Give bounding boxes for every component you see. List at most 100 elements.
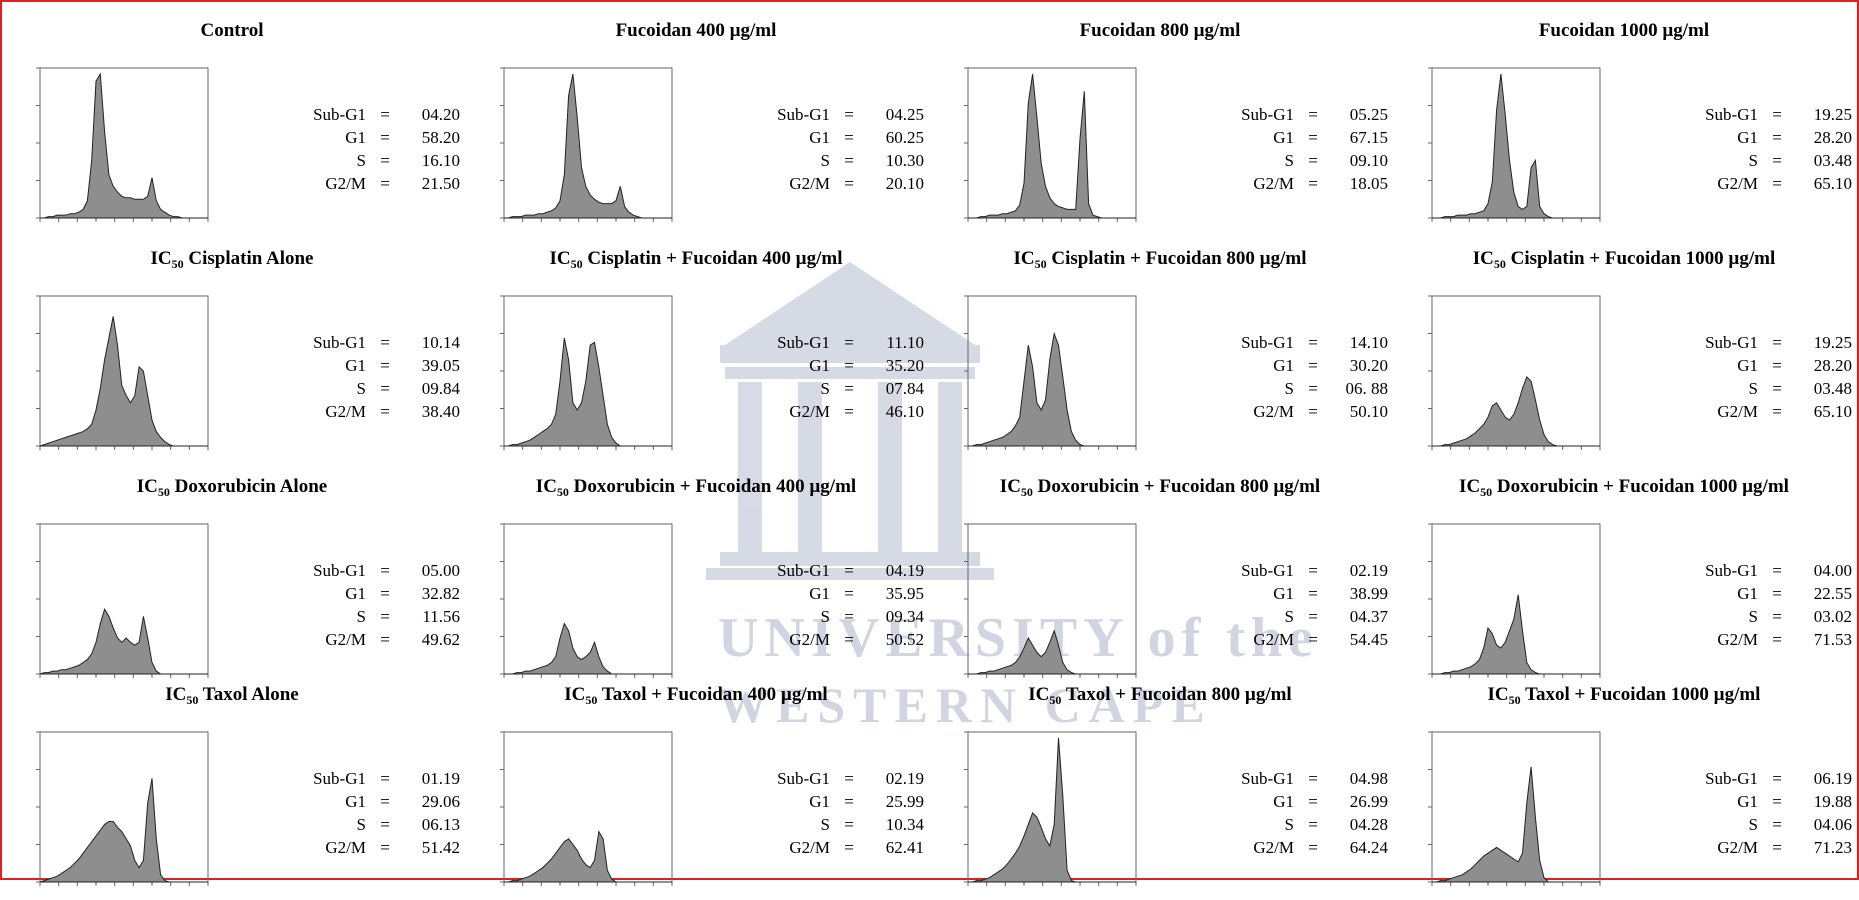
equals-sign: = xyxy=(380,769,390,788)
stat-value: 06.13 xyxy=(421,815,460,834)
stat-row: G1 = 29.06 xyxy=(280,790,460,813)
panel-title-subscript: 50 xyxy=(171,257,184,271)
stat-value: 35.20 xyxy=(885,356,924,375)
stat-value: 14.10 xyxy=(1349,333,1388,352)
stat-value: 04.20 xyxy=(421,105,460,124)
stat-row: G2/M = 50.52 xyxy=(744,628,924,651)
cell-cycle-stats: Sub-G1 = 04.00 G1 = 22.55 S = 03.02 G2/M = 71.53 xyxy=(1672,559,1852,651)
stat-value: 49.62 xyxy=(421,630,460,649)
histogram-area xyxy=(39,316,208,447)
equals-sign: = xyxy=(1308,356,1318,375)
stat-label: G2/M xyxy=(325,174,366,193)
panel-title-subscript: 50 xyxy=(556,485,569,499)
stat-row: G2/M = 46.10 xyxy=(744,400,924,423)
equals-sign: = xyxy=(1772,561,1782,580)
cell-cycle-stats: Sub-G1 = 04.98 G1 = 26.99 S = 04.28 G2/M = 64.24 xyxy=(1208,767,1388,859)
equals-sign: = xyxy=(380,792,390,811)
equals-sign: = xyxy=(844,630,854,649)
equals-sign: = xyxy=(844,379,854,398)
stat-label: G1 xyxy=(809,356,830,375)
histogram-panel: IC50 Doxorubicin Alone Sub-G1 = 05.00 G1 = 32.… xyxy=(0,464,464,692)
stat-row: S = 03.48 xyxy=(1672,149,1852,172)
stat-row: G1 = 32.82 xyxy=(280,582,460,605)
panel-title: IC50 Taxol + Fucoidan 400 µg/ml xyxy=(464,684,928,707)
stat-label: Sub-G1 xyxy=(1705,333,1758,352)
cell-cycle-stats: Sub-G1 = 06.19 G1 = 19.88 S = 04.06 G2/M = 71.23 xyxy=(1672,767,1852,859)
stat-label: G2/M xyxy=(789,402,830,421)
histogram-plot xyxy=(36,523,209,678)
panel-title-text: Cisplatin + Fucoidan 800 µg/ml xyxy=(1046,248,1307,269)
panel-title: Fucoidan 800 µg/ml xyxy=(928,20,1392,42)
stat-label: G1 xyxy=(345,792,366,811)
panel-title-prefix: IC xyxy=(564,684,586,705)
stat-value: 05.25 xyxy=(1349,105,1388,124)
stat-value: 10.30 xyxy=(885,151,924,170)
equals-sign: = xyxy=(844,402,854,421)
stat-row: S = 06. 88 xyxy=(1208,377,1388,400)
stat-label: G1 xyxy=(345,128,366,147)
equals-sign: = xyxy=(844,151,854,170)
equals-sign: = xyxy=(1308,630,1318,649)
stat-label: S xyxy=(356,151,366,170)
panel-title-subscript: 50 xyxy=(570,257,583,271)
stat-value: 19.25 xyxy=(1813,333,1852,352)
stat-label: G2/M xyxy=(789,838,830,857)
equals-sign: = xyxy=(1772,356,1782,375)
stat-row: Sub-G1 = 04.00 xyxy=(1672,559,1852,582)
equals-sign: = xyxy=(844,815,854,834)
stat-value: 19.88 xyxy=(1813,792,1852,811)
stat-row: G2/M = 49.62 xyxy=(280,628,460,651)
stat-value: 71.23 xyxy=(1813,838,1852,857)
stat-label: S xyxy=(356,379,366,398)
equals-sign: = xyxy=(380,379,390,398)
stat-row: G1 = 22.55 xyxy=(1672,582,1852,605)
stat-label: G1 xyxy=(1273,356,1294,375)
stat-value: 05.00 xyxy=(421,561,460,580)
stat-label: G1 xyxy=(1737,792,1758,811)
panel-title-subscript: 50 xyxy=(1493,257,1506,271)
panel-title: Control xyxy=(0,20,464,42)
stat-row: G2/M = 64.24 xyxy=(1208,836,1388,859)
stat-row: S = 03.48 xyxy=(1672,377,1852,400)
panel-title-prefix: IC xyxy=(1459,476,1481,497)
histogram-plot xyxy=(500,731,673,886)
panel-title-subscript: 50 xyxy=(186,693,199,707)
panel-title-text: Doxorubicin Alone xyxy=(169,476,328,497)
stat-row: S = 04.06 xyxy=(1672,813,1852,836)
stat-label: G1 xyxy=(809,792,830,811)
stat-value: 18.05 xyxy=(1349,174,1388,193)
stat-value: 04.98 xyxy=(1349,769,1388,788)
panel-title: IC50 Taxol + Fucoidan 800 µg/ml xyxy=(928,684,1392,707)
stat-value: 29.06 xyxy=(421,792,460,811)
stat-label: G1 xyxy=(809,128,830,147)
equals-sign: = xyxy=(380,561,390,580)
stat-value: 06. 88 xyxy=(1345,379,1389,398)
stat-label: Sub-G1 xyxy=(313,561,366,580)
panel-title-subscript: 50 xyxy=(1049,693,1062,707)
cell-cycle-stats: Sub-G1 = 04.19 G1 = 35.95 S = 09.34 G2/M = 50.52 xyxy=(744,559,924,651)
stat-row: G1 = 35.20 xyxy=(744,354,924,377)
equals-sign: = xyxy=(1772,379,1782,398)
stat-label: Sub-G1 xyxy=(777,333,830,352)
equals-sign: = xyxy=(1308,792,1318,811)
stat-row: G1 = 67.15 xyxy=(1208,126,1388,149)
stat-value: 71.53 xyxy=(1813,630,1852,649)
stat-row: S = 03.02 xyxy=(1672,605,1852,628)
panel-title: IC50 Doxorubicin + Fucoidan 1000 µg/ml xyxy=(1392,476,1856,499)
panel-title: IC50 Doxorubicin Alone xyxy=(0,476,464,499)
stat-row: G2/M = 62.41 xyxy=(744,836,924,859)
histogram-area xyxy=(968,737,1136,883)
stat-label: Sub-G1 xyxy=(313,333,366,352)
stat-row: S = 06.13 xyxy=(280,813,460,836)
equals-sign: = xyxy=(844,769,854,788)
cell-cycle-stats: Sub-G1 = 14.10 G1 = 30.20 S = 06. 88 G2/M = 50.10 xyxy=(1208,331,1388,423)
histogram-area xyxy=(1432,594,1600,675)
panel-title-prefix: IC xyxy=(1487,684,1509,705)
stat-row: S = 16.10 xyxy=(280,149,460,172)
stat-label: G1 xyxy=(345,356,366,375)
stat-value: 07.84 xyxy=(885,379,924,398)
equals-sign: = xyxy=(380,838,390,857)
stat-value: 04.00 xyxy=(1813,561,1852,580)
stat-row: G1 = 39.05 xyxy=(280,354,460,377)
stat-label: G2/M xyxy=(1253,174,1294,193)
